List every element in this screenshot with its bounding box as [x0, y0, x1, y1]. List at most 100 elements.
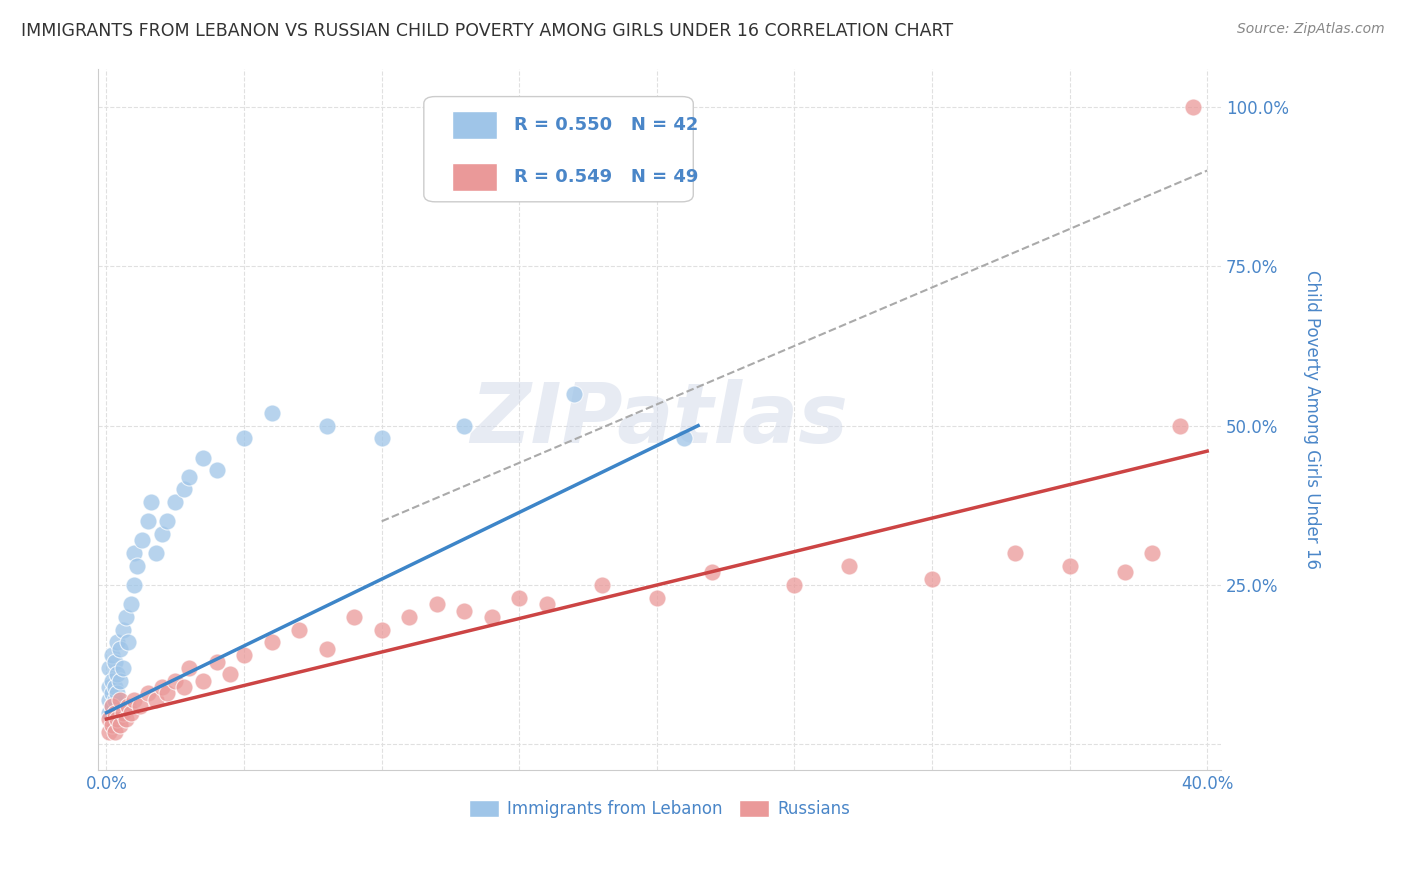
Point [453, 418, 475, 433]
Point [122, 578, 145, 592]
Point [453, 603, 475, 617]
Point [398, 610, 420, 624]
Point [136, 686, 159, 700]
Point [139, 495, 162, 509]
Point [783, 578, 806, 592]
Point [156, 686, 179, 700]
Point [120, 597, 142, 611]
Text: ZIPatlas: ZIPatlas [471, 379, 849, 459]
Point [111, 623, 134, 637]
Point [150, 527, 173, 541]
Point [117, 699, 139, 714]
Point [536, 597, 558, 611]
Point [111, 706, 134, 720]
Point [104, 724, 127, 739]
Point [426, 597, 449, 611]
Point [156, 514, 179, 528]
Point [107, 686, 129, 700]
Point [673, 431, 696, 445]
Point [173, 680, 195, 694]
Point [145, 693, 167, 707]
Point [98, 693, 121, 707]
Point [98, 724, 121, 739]
Point [128, 699, 150, 714]
Point [173, 483, 195, 497]
Point [98, 706, 121, 720]
Point [481, 610, 503, 624]
Y-axis label: Child Poverty Among Girls Under 16: Child Poverty Among Girls Under 16 [1303, 269, 1320, 569]
Point [111, 661, 134, 675]
Legend: Immigrants from Lebanon, Russians: Immigrants from Lebanon, Russians [463, 793, 858, 825]
Point [700, 566, 723, 580]
Point [98, 712, 121, 726]
Point [1114, 566, 1136, 580]
Point [145, 546, 167, 560]
Point [98, 680, 121, 694]
Point [1004, 546, 1026, 560]
Point [165, 495, 187, 509]
Point [131, 533, 153, 548]
Point [104, 693, 127, 707]
Point [107, 635, 129, 649]
Point [136, 514, 159, 528]
Point [107, 667, 129, 681]
Point [1140, 546, 1163, 560]
Point [233, 648, 256, 663]
Point [101, 686, 124, 700]
Point [315, 641, 337, 656]
Point [177, 661, 200, 675]
Point [107, 712, 129, 726]
Point [191, 673, 214, 688]
Point [104, 655, 127, 669]
Point [122, 546, 145, 560]
Point [101, 673, 124, 688]
Point [101, 648, 124, 663]
Point [117, 635, 139, 649]
Point [921, 572, 943, 586]
Point [233, 431, 256, 445]
Point [101, 699, 124, 714]
FancyBboxPatch shape [423, 96, 693, 202]
Point [101, 699, 124, 714]
Point [591, 578, 613, 592]
Text: Source: ZipAtlas.com: Source: ZipAtlas.com [1237, 22, 1385, 37]
Point [177, 469, 200, 483]
Point [205, 655, 228, 669]
FancyBboxPatch shape [451, 111, 496, 138]
Point [1059, 558, 1081, 573]
Point [104, 706, 127, 720]
Point [120, 706, 142, 720]
Point [508, 591, 530, 605]
Point [98, 661, 121, 675]
Point [260, 406, 283, 420]
Point [125, 558, 148, 573]
Point [562, 386, 585, 401]
Point [165, 673, 187, 688]
Point [104, 680, 127, 694]
Point [114, 712, 136, 726]
Point [219, 667, 242, 681]
Text: IMMIGRANTS FROM LEBANON VS RUSSIAN CHILD POVERTY AMONG GIRLS UNDER 16 CORRELATIO: IMMIGRANTS FROM LEBANON VS RUSSIAN CHILD… [21, 22, 953, 40]
Point [370, 431, 392, 445]
Point [315, 418, 337, 433]
Text: R = 0.550   N = 42: R = 0.550 N = 42 [513, 116, 697, 134]
Point [150, 680, 173, 694]
Point [1168, 418, 1191, 433]
Point [645, 591, 668, 605]
Point [110, 718, 132, 732]
Point [101, 718, 124, 732]
Point [260, 635, 283, 649]
Point [110, 673, 132, 688]
Point [288, 623, 311, 637]
Point [370, 623, 392, 637]
FancyBboxPatch shape [451, 163, 496, 191]
Point [1182, 100, 1205, 114]
Point [110, 693, 132, 707]
Point [343, 610, 366, 624]
Point [205, 463, 228, 477]
Point [114, 610, 136, 624]
Point [110, 641, 132, 656]
Text: R = 0.549   N = 49: R = 0.549 N = 49 [513, 169, 697, 186]
Point [838, 558, 860, 573]
Point [122, 693, 145, 707]
